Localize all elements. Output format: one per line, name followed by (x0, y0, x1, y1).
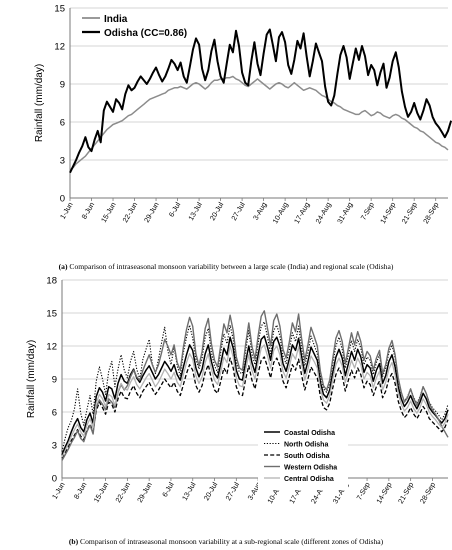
x-tick-label: 13-Jul (180, 480, 198, 502)
legend-label: North Odisha (284, 442, 328, 449)
x-tick-label: 15-Jun (99, 201, 118, 225)
x-tick-label: 14-Sep (374, 481, 393, 506)
x-tick-label: 20-Jul (208, 200, 226, 222)
x-tick-label: 10-Aug (270, 201, 289, 226)
x-tick-label: 8-Jun (79, 201, 96, 221)
x-tick-label: 22-Jun (113, 481, 132, 505)
x-tick-label: 27-Jul (223, 480, 241, 502)
series-line-central-odisha (61, 344, 449, 458)
x-tick-label: 13-Jul (186, 200, 204, 222)
caption-a: (a) Comparison of intraseasonal monsoon … (58, 262, 394, 271)
x-tick-label: 28-Sep (418, 481, 437, 506)
series-line-coastal-odisha (61, 335, 449, 456)
series-line-south-odisha (61, 356, 449, 459)
y-tick-label: 6 (52, 408, 57, 419)
caption-b: (b) Comparison of intraseasonal monsoon … (68, 537, 384, 546)
series-line-western-odisha (61, 310, 449, 461)
legend-box (258, 422, 348, 490)
x-tick-label: 28-Sep (421, 201, 440, 226)
x-tick-label: 24-Aug (313, 201, 332, 226)
legend-label: Coastal Odisha (284, 430, 335, 437)
y-tick-label: 15 (46, 309, 57, 320)
y-tick-label: 9 (52, 375, 57, 386)
legend: Coastal Odisha North Odisha South Odisha We… (258, 422, 348, 490)
x-tick-label: 17-Aug (292, 201, 311, 226)
y-tick-label: 3 (52, 441, 57, 452)
x-tick-label: 8-Jun (72, 481, 89, 501)
x-tick-label: 22-Jun (120, 201, 139, 225)
legend: India Odisha (CC=0.86) (82, 14, 187, 39)
legend-label: Western Odisha (284, 465, 337, 472)
x-tick-label: 14-Sep (378, 201, 397, 226)
legend-label: Central Odisha (284, 476, 334, 483)
caption-b-letter: b (71, 537, 76, 546)
x-tick-label: 21-Sep (396, 481, 415, 506)
caption-a-letter: a (61, 262, 65, 271)
caption-b-text: Comparison of intraseasonal monsoon vari… (80, 537, 384, 546)
x-tick-label: 3-Aug (251, 201, 268, 222)
y-tick-label: 6 (60, 118, 65, 129)
y-tick-label: 12 (46, 342, 57, 353)
x-tick-label: 6-Jul (167, 200, 183, 218)
legend-label: South Odisha (284, 453, 330, 460)
series-line-india (69, 75, 449, 171)
y-tick-label: 18 (46, 276, 57, 287)
x-tick-label: 7-Sep (359, 201, 376, 222)
y-tick-label: 0 (52, 474, 57, 485)
y-tick-label: 9 (60, 80, 65, 91)
x-tick-label: 29-Jun (135, 481, 154, 505)
caption-a-text: Comparison of intraseasonal monsoon vari… (69, 262, 394, 271)
legend-label: India (104, 14, 128, 25)
y-tick-label: 3 (60, 156, 65, 167)
y-axis-label: Rainfall (mm/day) (34, 64, 45, 142)
y-tick-label: 15 (54, 4, 65, 15)
legend-label: Odisha (CC=0.86) (104, 28, 187, 39)
series-line-north-odisha (61, 321, 449, 452)
y-axis-label: Rainfall (mm/day) (26, 340, 37, 418)
x-tick-label: 15-Jun (92, 481, 111, 505)
x-tick-label: 21-Sep (400, 201, 419, 226)
y-tick-label: 12 (54, 42, 65, 53)
series-line-odisha-cc-0-86 (69, 28, 452, 174)
x-tick-label: 6-Jul (160, 480, 176, 498)
y-tick-label: 0 (60, 194, 65, 205)
x-tick-label: 27-Jul (229, 200, 247, 222)
x-tick-label: 20-Jul (202, 480, 220, 502)
x-tick-label: 31-Aug (335, 201, 354, 226)
x-tick-label: 29-Jun (142, 201, 161, 225)
x-tick-label: 7-Sep (354, 481, 371, 502)
